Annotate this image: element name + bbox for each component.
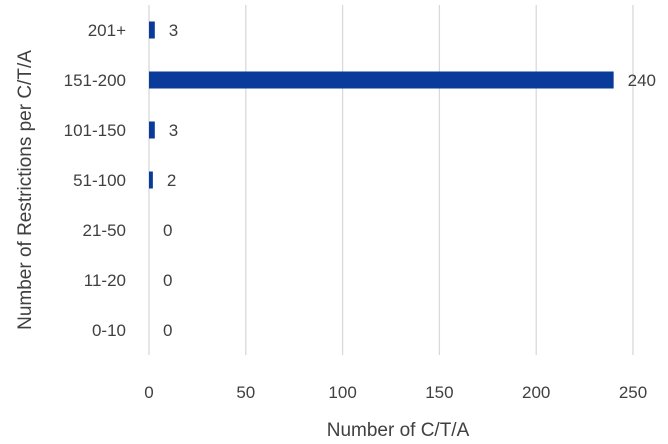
bar-201+	[149, 21, 155, 39]
data-label-11-20: 0	[163, 271, 172, 290]
category-label-51-100: 51-100	[73, 171, 126, 190]
category-label-21-50: 21-50	[83, 221, 126, 240]
data-label-0-10: 0	[163, 321, 172, 340]
data-label-201+: 3	[169, 21, 178, 40]
category-label-201+: 201+	[88, 21, 126, 40]
x-tick-label: 100	[328, 383, 356, 402]
bars	[149, 21, 614, 189]
x-tick-label: 200	[522, 383, 550, 402]
category-label-11-20: 11-20	[84, 271, 126, 290]
x-tick-label: 50	[236, 383, 255, 402]
x-tick-label: 250	[619, 383, 647, 402]
data-label-51-100: 2	[167, 171, 176, 190]
category-label-101-150: 101-150	[64, 121, 126, 140]
category-label-151-200: 151-200	[64, 71, 126, 90]
bar-151-200	[149, 71, 614, 89]
category-label-0-10: 0-10	[92, 321, 126, 340]
bar-101-150	[149, 121, 155, 139]
x-tick-labels: 0 50 100 150 200 250	[144, 383, 647, 402]
x-tick-label: 0	[144, 383, 153, 402]
gridlines	[148, 5, 634, 355]
bar-51-100	[149, 171, 153, 189]
category-labels: 0-10 11-20 21-50 51-100 101-150 151-200 201+	[64, 21, 126, 340]
x-tick-label: 150	[425, 383, 453, 402]
y-axis-title: Number of Restrictions per C/T/A	[15, 50, 36, 330]
data-label-151-200: 240	[628, 71, 656, 90]
x-axis-title: Number of C/T/A	[327, 420, 470, 441]
data-label-101-150: 3	[169, 121, 178, 140]
data-label-21-50: 0	[163, 221, 172, 240]
data-labels: 0 0 0 2 3 240 3	[163, 21, 656, 340]
